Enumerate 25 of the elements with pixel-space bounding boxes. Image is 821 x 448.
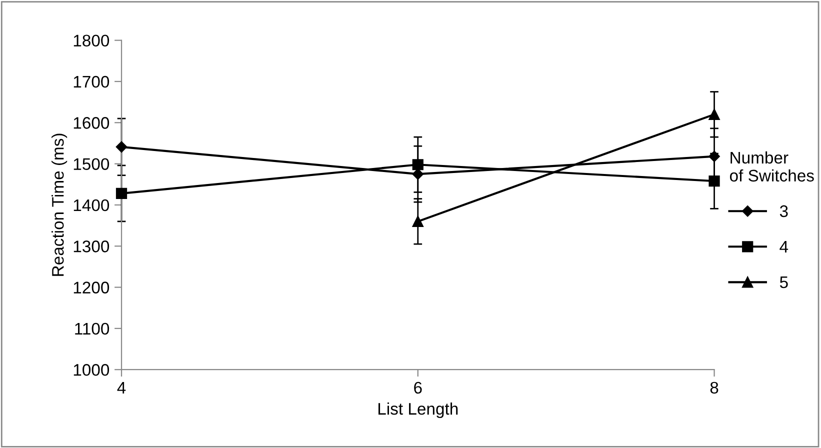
point [708, 108, 720, 120]
point [708, 150, 720, 162]
legend-title: Number of Switches [730, 151, 814, 182]
y-tick-label: 1600 [74, 117, 110, 129]
legend-label: 5 [780, 276, 788, 288]
x-tick-label: 4 [117, 382, 126, 394]
y-tick-label: 1500 [74, 158, 110, 170]
point [412, 159, 424, 170]
y-tick-label: 1400 [74, 199, 110, 212]
point [412, 216, 424, 227]
legend-label: 4 [780, 241, 788, 252]
x-tick-label: 6 [414, 382, 422, 394]
x-tick-label: 8 [710, 382, 718, 394]
y-tick-label: 1700 [74, 76, 110, 88]
y-tick-label: 1100 [75, 322, 110, 335]
point [708, 176, 720, 187]
point [116, 141, 128, 153]
point [116, 188, 128, 199]
y-tick-label: 1800 [74, 34, 110, 47]
y-axis-title: Reaction Time (ms) [52, 134, 68, 276]
legend-label: 3 [780, 205, 788, 218]
y-tick-label: 1000 [74, 364, 110, 376]
y-tick-label: 1300 [74, 240, 110, 252]
y-tick-label: 1200 [74, 282, 110, 294]
x-axis-title: List Length [378, 402, 458, 418]
